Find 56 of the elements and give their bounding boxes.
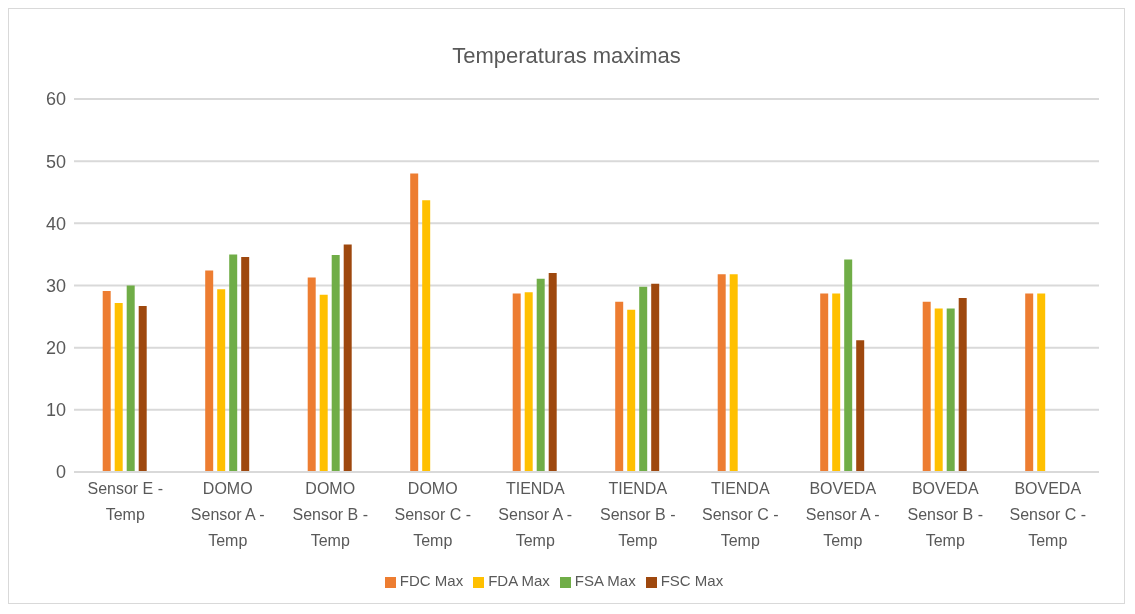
bar <box>343 244 352 472</box>
bar <box>946 308 955 472</box>
bar <box>102 291 111 472</box>
y-tick-label: 60 <box>45 89 66 110</box>
x-tick-label: BOVEDA Sensor C - Temp <box>1009 480 1086 549</box>
bar <box>627 309 636 472</box>
bar <box>729 274 738 472</box>
bar <box>536 278 545 472</box>
bar <box>934 308 943 472</box>
y-tick-label: 0 <box>55 462 66 483</box>
bar <box>229 254 238 472</box>
bar <box>856 340 865 472</box>
x-tick-label: BOVEDA Sensor B - Temp <box>907 480 984 549</box>
x-tick-label: DOMO Sensor B - Temp <box>292 480 369 549</box>
bar <box>717 274 726 472</box>
bar <box>331 255 340 472</box>
bar <box>126 285 135 472</box>
bar <box>615 301 624 472</box>
x-tick-label: TIENDA Sensor B - Temp <box>599 480 676 549</box>
bar <box>422 200 431 472</box>
bar <box>410 173 419 472</box>
legend-label: FDA Max <box>488 572 550 589</box>
bar <box>1037 293 1046 472</box>
bar <box>922 301 931 472</box>
legend-label: FSA Max <box>574 572 636 589</box>
bar <box>820 293 829 472</box>
legend-label: FDC Max <box>399 572 464 589</box>
bar <box>844 259 853 472</box>
x-tick-label: Sensor E - Temp <box>87 480 164 523</box>
x-tick-label: DOMO Sensor A - Temp <box>190 480 265 549</box>
bar <box>217 289 226 472</box>
bar <box>832 293 841 472</box>
bar <box>651 283 660 472</box>
x-tick-label: BOVEDA Sensor A - Temp <box>805 480 880 549</box>
bar <box>241 256 250 472</box>
bar <box>639 286 648 472</box>
bar <box>205 270 214 472</box>
bar <box>138 306 147 472</box>
y-tick-label: 10 <box>45 400 66 421</box>
bar <box>307 277 316 472</box>
y-tick-label: 20 <box>45 338 66 359</box>
chart-title: Temperaturas maximas <box>451 43 682 69</box>
bar <box>548 273 557 472</box>
bar <box>512 293 521 472</box>
y-tick-label: 40 <box>45 213 66 234</box>
legend-label: FSC Max <box>660 572 724 589</box>
bar <box>319 294 328 472</box>
x-tick-label: TIENDA Sensor C - Temp <box>702 480 779 549</box>
bar <box>1025 293 1034 472</box>
bar <box>114 302 123 472</box>
bar <box>958 297 967 472</box>
bar <box>524 292 533 472</box>
x-tick-label: TIENDA Sensor A - Temp <box>498 480 573 549</box>
y-tick-label: 50 <box>45 151 66 172</box>
y-tick-label: 30 <box>45 275 66 296</box>
x-tick-label: DOMO Sensor C - Temp <box>394 480 471 549</box>
